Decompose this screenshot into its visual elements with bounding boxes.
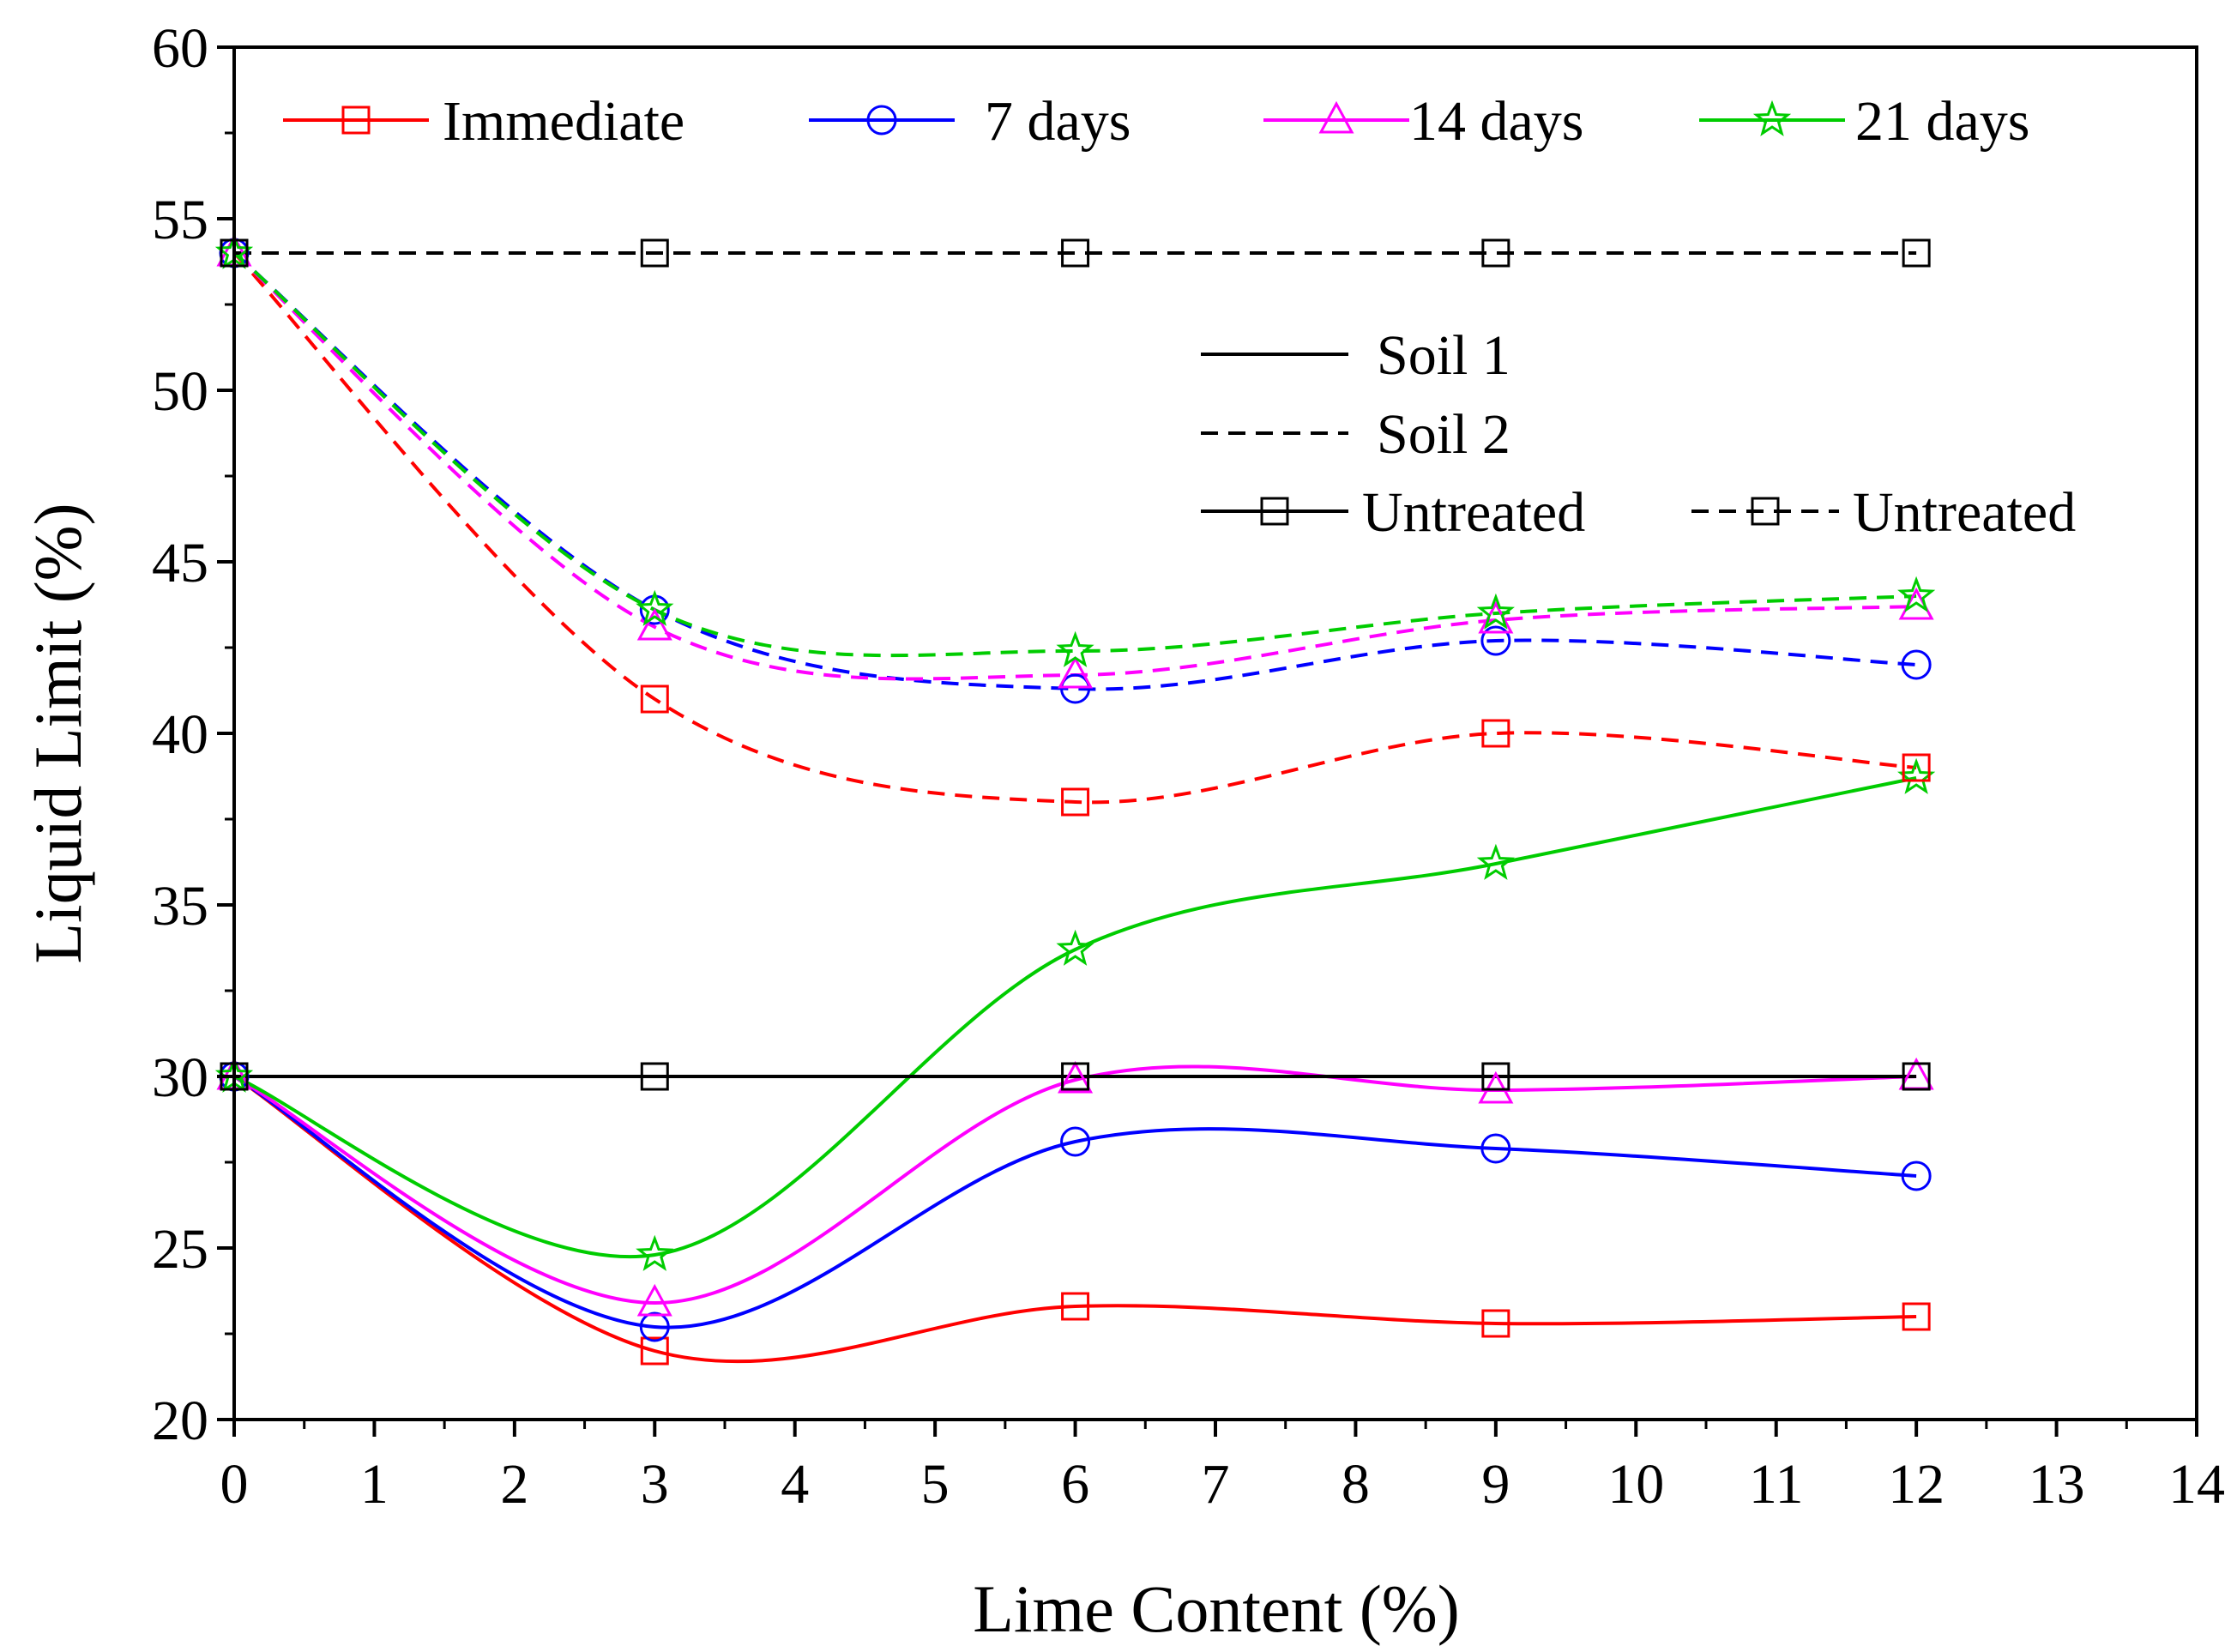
legend-label-untreated-2: Untreated bbox=[1853, 481, 2076, 544]
data-point-soil-1-7-days-1 bbox=[639, 1311, 670, 1342]
legend-label-7-days: 7 days bbox=[985, 90, 1131, 153]
legend-marker-immediate bbox=[341, 106, 371, 135]
data-point-soil-2-untreated-1 bbox=[640, 238, 669, 268]
legend-marker-21-days bbox=[1752, 99, 1792, 136]
data-point-soil-1-immediate-2 bbox=[1061, 1292, 1090, 1321]
plot-markers bbox=[214, 232, 1936, 1366]
plot-lines bbox=[232, 251, 1917, 1364]
series-line-soil-1-14-days bbox=[233, 1064, 1917, 1305]
data-point-soil-2-immediate-3 bbox=[1481, 719, 1510, 748]
data-point-soil-1-immediate-1 bbox=[640, 1336, 669, 1366]
data-point-soil-1-21-days-3 bbox=[1476, 843, 1515, 880]
data-point-soil-1-untreated-2 bbox=[1061, 1062, 1090, 1091]
data-point-soil-1-21-days-2 bbox=[1056, 929, 1094, 966]
series-line-soil-2-14-days bbox=[232, 251, 1917, 681]
y-tick-label: 60 bbox=[152, 17, 208, 80]
data-point-soil-2-immediate-2 bbox=[1061, 787, 1090, 817]
data-point-soil-2-21-days-3 bbox=[1476, 593, 1515, 630]
y-tick-label: 45 bbox=[152, 532, 208, 594]
x-tick-label: 5 bbox=[921, 1453, 950, 1516]
x-tick-label: 11 bbox=[1749, 1453, 1804, 1516]
data-point-soil-1-14-days-2 bbox=[1058, 1060, 1094, 1094]
series-line-soil-1-immediate bbox=[232, 1075, 1917, 1364]
y-tick-label: 25 bbox=[152, 1218, 208, 1281]
x-tick-label: 9 bbox=[1481, 1453, 1510, 1516]
data-point-soil-1-immediate-3 bbox=[1481, 1309, 1510, 1338]
y-tick-label: 35 bbox=[152, 875, 208, 938]
data-point-soil-2-7-days-4 bbox=[1901, 649, 1932, 680]
data-point-soil-1-7-days-4 bbox=[1901, 1161, 1932, 1191]
data-point-soil-2-untreated-3 bbox=[1481, 238, 1510, 268]
data-point-soil-2-14-days-1 bbox=[636, 607, 672, 641]
data-point-soil-1-immediate-4 bbox=[1902, 1302, 1931, 1331]
data-point-soil-1-7-days-2 bbox=[1060, 1126, 1091, 1157]
data-point-soil-2-untreated-2 bbox=[1061, 238, 1090, 268]
x-axis-title: Lime Content (%) bbox=[973, 1571, 1460, 1646]
legend-marker-untreated-2 bbox=[1751, 497, 1780, 526]
data-point-soil-2-7-days-3 bbox=[1480, 625, 1511, 656]
x-tick-label: 6 bbox=[1061, 1453, 1089, 1516]
data-point-soil-1-untreated-1 bbox=[640, 1062, 669, 1091]
series-line-soil-1-21-days bbox=[233, 776, 1917, 1258]
y-tick-label: 55 bbox=[152, 189, 208, 251]
x-tick-label: 14 bbox=[2168, 1453, 2225, 1516]
x-tick-label: 1 bbox=[360, 1453, 389, 1516]
legend-label-soil-2: Soil 2 bbox=[1377, 403, 1510, 466]
data-point-soil-1-21-days-1 bbox=[636, 1234, 674, 1271]
data-point-soil-2-21-days-2 bbox=[1056, 630, 1094, 667]
legend-label-immediate: Immediate bbox=[443, 90, 684, 153]
x-tick-label: 3 bbox=[641, 1453, 669, 1516]
x-tick-label: 2 bbox=[500, 1453, 528, 1516]
data-point-soil-1-untreated-3 bbox=[1481, 1062, 1510, 1091]
legend-label-soil-1: Soil 1 bbox=[1377, 324, 1510, 387]
data-point-soil-1-7-days-3 bbox=[1480, 1133, 1511, 1164]
legend: Immediate 7 days 14 days 21 days Soil 1 Soil … bbox=[283, 90, 2076, 544]
x-tick-label: 10 bbox=[1607, 1453, 1664, 1516]
legend-label-21-days: 21 days bbox=[1855, 90, 2029, 153]
x-tick-label: 13 bbox=[2029, 1453, 2085, 1516]
data-point-soil-2-immediate-1 bbox=[640, 684, 669, 714]
x-tick-label: 0 bbox=[220, 1453, 249, 1516]
y-axis-title: Liquid Limit (%) bbox=[21, 503, 95, 963]
y-tick-label: 30 bbox=[152, 1046, 208, 1109]
data-point-soil-1-untreated-4 bbox=[1902, 1062, 1931, 1091]
x-tick-label: 4 bbox=[781, 1453, 809, 1516]
legend-marker-untreated-1 bbox=[1260, 497, 1289, 526]
series-line-soil-1-7-days bbox=[232, 1075, 1917, 1329]
x-tick-label: 12 bbox=[1888, 1453, 1945, 1516]
y-tick-label: 40 bbox=[152, 703, 208, 766]
y-tick-label: 20 bbox=[152, 1390, 208, 1452]
legend-marker-14-days bbox=[1318, 100, 1354, 134]
legend-label-14-days: 14 days bbox=[1409, 90, 1583, 153]
x-tick-label: 7 bbox=[1202, 1453, 1230, 1516]
y-tick-label: 50 bbox=[152, 360, 208, 423]
x-tick-label: 8 bbox=[1342, 1453, 1370, 1516]
legend-marker-7-days bbox=[866, 105, 897, 136]
data-point-soil-2-21-days-4 bbox=[1897, 576, 1936, 612]
data-point-soil-2-21-days-1 bbox=[636, 589, 674, 626]
data-point-soil-2-14-days-2 bbox=[1058, 655, 1094, 689]
data-point-soil-2-immediate-4 bbox=[1902, 753, 1931, 782]
data-point-soil-2-7-days-2 bbox=[1060, 673, 1091, 704]
legend-label-untreated-1: Untreated bbox=[1362, 481, 1585, 544]
data-point-soil-2-untreated-4 bbox=[1902, 238, 1931, 268]
series-line-soil-2-7-days bbox=[232, 251, 1917, 691]
series-line-soil-2-immediate bbox=[232, 251, 1917, 805]
data-point-soil-1-14-days-1 bbox=[636, 1283, 672, 1317]
